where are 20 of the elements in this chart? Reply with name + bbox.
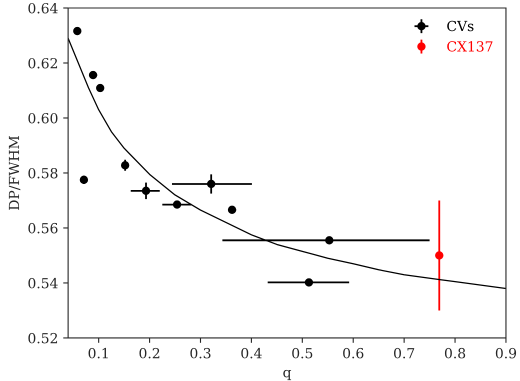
x-tick-label: 0.8 <box>444 348 466 358</box>
legend-label: CX137 <box>447 41 492 52</box>
x-axis-title: q <box>283 370 292 380</box>
x-tick-label: 0.4 <box>241 348 262 358</box>
y-tick-label: 0.64 <box>28 2 58 14</box>
x-tick-label: 0.7 <box>394 348 414 358</box>
legend-label: CVs <box>447 20 474 32</box>
y-tick-label: 0.54 <box>28 278 58 288</box>
y-tick-label: 0.60 <box>28 112 58 124</box>
x-tick-label: 0.1 <box>88 348 108 358</box>
x-tick-label: 0.5 <box>292 348 312 358</box>
x-tick-label: 0.2 <box>139 348 160 358</box>
x-tick-label: 0.6 <box>343 348 364 358</box>
x-tick-label: 0.9 <box>496 348 516 358</box>
y-tick-label: 0.52 <box>28 332 58 344</box>
x-tick-label: 0.3 <box>190 348 211 358</box>
y-tick-label: 0.58 <box>28 168 58 178</box>
y-axis-title: DP/FWHM <box>8 136 20 210</box>
y-tick-label: 0.56 <box>28 222 58 234</box>
y-tick-label: 0.62 <box>28 58 58 68</box>
